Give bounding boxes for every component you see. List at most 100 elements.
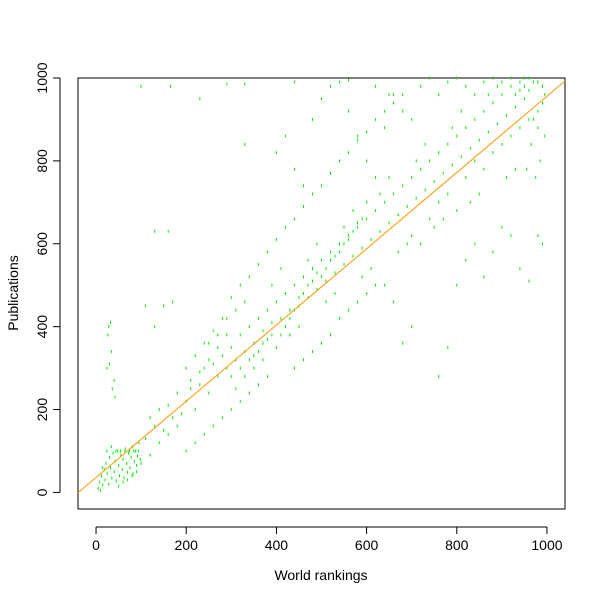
data-point <box>411 325 413 329</box>
data-point <box>379 229 381 233</box>
data-point <box>478 192 480 196</box>
data-point <box>492 76 494 80</box>
data-point <box>110 466 111 470</box>
data-point <box>357 225 359 229</box>
data-point <box>108 482 110 486</box>
data-point <box>122 480 124 484</box>
data-point <box>415 159 417 163</box>
data-point <box>257 383 259 387</box>
data-point <box>275 238 277 242</box>
data-point <box>348 238 350 242</box>
data-point <box>523 97 525 101</box>
data-point <box>532 80 534 84</box>
data-point <box>167 229 169 233</box>
data-point <box>289 316 291 320</box>
data-point <box>121 468 123 472</box>
data-point <box>217 333 219 337</box>
data-point <box>284 225 286 229</box>
data-point <box>496 84 498 88</box>
data-point <box>429 217 431 221</box>
data-point <box>158 441 160 445</box>
data-point <box>375 84 377 88</box>
data-point <box>221 416 223 420</box>
data-point <box>406 242 408 246</box>
data-point <box>339 250 340 254</box>
data-point <box>284 325 286 329</box>
data-point <box>110 445 112 449</box>
data-point <box>140 461 142 465</box>
data-point <box>523 84 525 88</box>
data-point <box>145 437 147 440</box>
data-point <box>514 93 516 97</box>
data-point <box>501 225 503 229</box>
data-point <box>539 159 541 163</box>
data-point <box>132 472 134 476</box>
data-point <box>465 258 467 262</box>
data-point <box>420 242 422 246</box>
data-point <box>239 333 241 337</box>
data-point <box>111 476 113 480</box>
data-point <box>275 151 277 155</box>
data-point <box>501 93 503 97</box>
data-point <box>217 345 219 349</box>
data-point <box>271 321 273 324</box>
data-point <box>262 329 264 333</box>
data-point <box>325 267 327 271</box>
data-point <box>361 217 363 221</box>
data-point <box>307 296 309 300</box>
x-axis: 0 200 400 600 800 1000 <box>92 526 563 553</box>
data-point <box>532 117 534 121</box>
data-point <box>248 391 250 395</box>
data-point <box>115 479 117 483</box>
data-point <box>194 354 196 358</box>
data-point <box>139 457 141 461</box>
data-point <box>528 76 530 80</box>
data-point <box>137 454 138 458</box>
data-point <box>190 387 192 391</box>
data-point <box>266 308 268 312</box>
data-point <box>411 176 413 179</box>
data-point <box>230 296 232 300</box>
data-point <box>330 258 331 262</box>
data-point <box>106 366 108 370</box>
data-point <box>447 345 449 349</box>
data-point <box>262 341 264 345</box>
data-point <box>528 88 530 92</box>
data-point <box>325 279 327 283</box>
data-point <box>465 176 467 179</box>
data-point <box>271 333 273 337</box>
data-point <box>402 341 404 345</box>
data-point <box>523 76 525 80</box>
x-tick-label: 400 <box>265 537 289 553</box>
data-point <box>514 167 516 171</box>
data-point <box>199 370 201 374</box>
data-point <box>424 188 426 192</box>
data-point <box>483 80 485 84</box>
data-point <box>388 176 390 179</box>
data-point <box>293 167 295 171</box>
data-point <box>352 229 354 233</box>
data-point <box>384 126 386 130</box>
data-point <box>411 234 413 237</box>
data-point <box>483 275 485 279</box>
data-point <box>280 316 282 320</box>
data-point <box>280 267 282 271</box>
data-point <box>140 84 142 88</box>
data-point <box>253 341 255 345</box>
data-point <box>169 84 171 88</box>
data-point <box>271 283 273 287</box>
data-point <box>357 221 359 225</box>
data-point <box>111 387 113 391</box>
data-point <box>106 472 108 476</box>
y-tick-label: 0 <box>34 488 50 496</box>
data-point <box>298 296 300 300</box>
data-point <box>393 300 395 304</box>
data-point <box>137 449 139 453</box>
data-point <box>113 379 115 382</box>
data-point <box>542 242 543 246</box>
data-point <box>266 374 268 378</box>
data-point <box>366 217 368 221</box>
data-point <box>293 366 295 370</box>
data-point <box>535 176 537 179</box>
